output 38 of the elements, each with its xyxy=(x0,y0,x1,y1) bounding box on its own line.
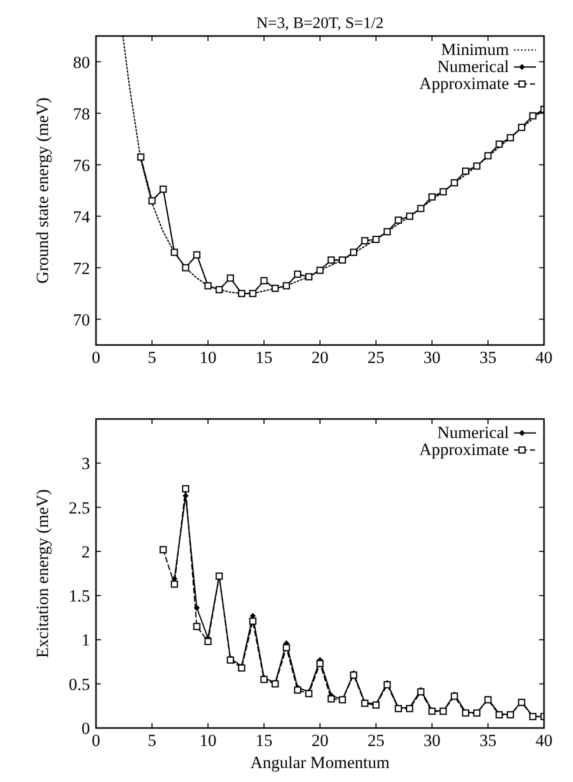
x-tick-label: 5 xyxy=(148,348,156,367)
x-tick-label: 15 xyxy=(256,348,272,367)
legend-label: Approximate xyxy=(419,74,509,93)
x-tick-label: 25 xyxy=(368,731,384,750)
x-tick-label: 35 xyxy=(480,731,496,750)
y-tick-label: 76 xyxy=(73,156,90,175)
y-tick-label: 1 xyxy=(82,630,90,650)
y-tick-label: 72 xyxy=(73,258,90,278)
x-axis-title: Angular Momentum xyxy=(250,753,390,772)
legend-label: Numerical xyxy=(437,423,510,442)
legend-label: Numerical xyxy=(437,57,510,76)
x-tick-label: 30 xyxy=(424,731,440,750)
y-tick-label: 2.5 xyxy=(68,498,90,518)
legend-label: Approximate xyxy=(419,440,509,459)
x-tick-label: 35 xyxy=(480,348,496,367)
y-tick-label: 78 xyxy=(73,104,90,124)
y-tick-label: 3 xyxy=(82,454,90,474)
legend-label: Minimum xyxy=(440,40,509,59)
y-axis-title: Excitation energy (meV) xyxy=(33,489,52,658)
y-tick-label: 0.5 xyxy=(68,674,90,694)
x-tick-label: 20 xyxy=(312,731,328,750)
y-tick-label: 70 xyxy=(73,310,90,330)
x-tick-label: 40 xyxy=(536,348,552,367)
x-tick-label: 15 xyxy=(256,731,272,750)
x-tick-label: 30 xyxy=(424,348,440,367)
x-tick-label: 20 xyxy=(312,348,328,367)
x-tick-label: 5 xyxy=(148,731,156,750)
y-tick-label: 1.5 xyxy=(68,586,90,606)
x-tick-label: 10 xyxy=(200,348,216,367)
y-tick-label: 2 xyxy=(82,542,90,562)
y-tick-label: 80 xyxy=(73,52,90,72)
y-tick-label: 74 xyxy=(73,207,90,226)
x-tick-label: 25 xyxy=(368,348,384,367)
chart-title: N=3, B=20T, S=1/2 xyxy=(256,15,384,32)
x-tick-label: 10 xyxy=(200,731,216,750)
x-tick-label: 40 xyxy=(536,731,552,750)
y-tick-label: 0 xyxy=(82,719,90,738)
y-axis-title: Ground state energy (meV) xyxy=(33,97,52,284)
